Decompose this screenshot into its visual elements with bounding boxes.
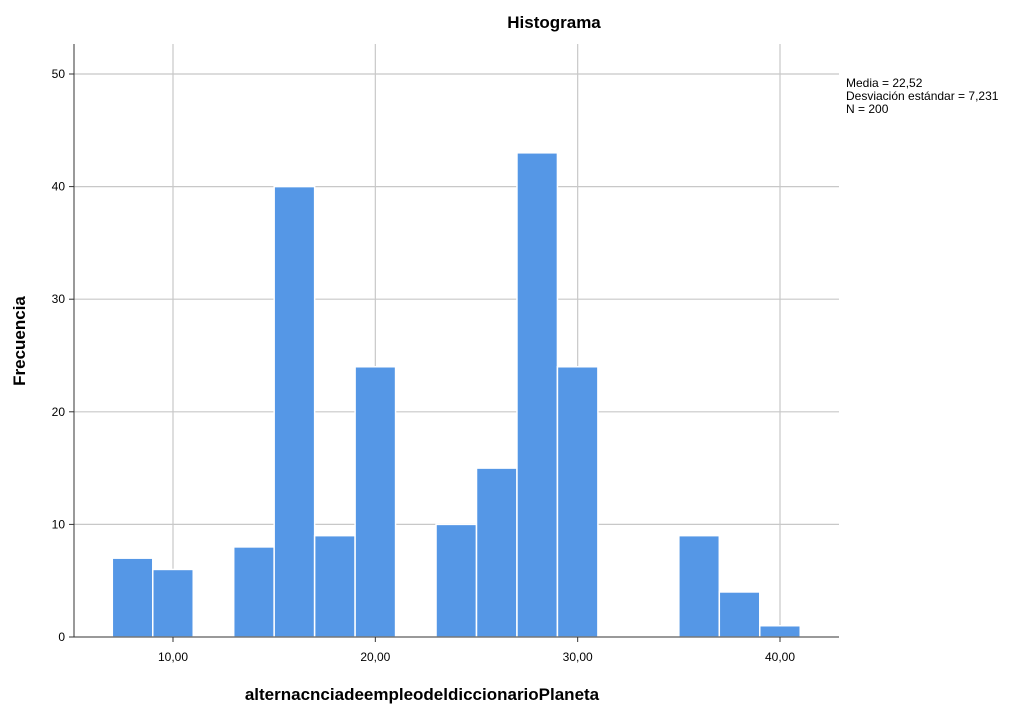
histogram-bar bbox=[354, 366, 397, 638]
histogram-bar bbox=[759, 624, 801, 638]
histogram-bar bbox=[232, 546, 275, 638]
histogram-bar bbox=[556, 366, 599, 638]
y-tick-label: 50 bbox=[52, 67, 66, 81]
stats-std-dev: Desviación estándar = 7,231 bbox=[846, 89, 999, 103]
chart-title: Histograma bbox=[507, 13, 601, 32]
histogram-bar bbox=[516, 152, 559, 638]
histogram-bar bbox=[111, 557, 154, 638]
axes bbox=[69, 44, 839, 642]
histogram-bar bbox=[313, 534, 356, 638]
y-tick-label: 0 bbox=[58, 630, 65, 644]
x-tick-label: 30,00 bbox=[563, 650, 593, 664]
x-tick-label: 20,00 bbox=[360, 650, 390, 664]
histogram-bars bbox=[111, 152, 801, 638]
histogram-bar bbox=[273, 185, 316, 638]
grid-lines bbox=[74, 44, 839, 637]
histogram-bar bbox=[475, 467, 518, 638]
y-axis-title: Frecuencia bbox=[10, 296, 29, 386]
x-tick-label: 10,00 bbox=[158, 650, 188, 664]
x-axis-title: alternacnciadeempleodeldiccionarioPlanet… bbox=[245, 685, 600, 704]
histogram-bar bbox=[435, 523, 478, 638]
y-tick-label: 20 bbox=[52, 405, 66, 419]
tick-labels: 0 10 20 30 40 50 10,00 20,00 30,00 40,00 bbox=[52, 67, 796, 664]
stats-n: N = 200 bbox=[846, 102, 889, 116]
y-tick-label: 30 bbox=[52, 292, 66, 306]
stats-box: Media = 22,52 Desviación estándar = 7,23… bbox=[846, 76, 999, 116]
histogram-bar bbox=[152, 568, 194, 638]
y-tick-label: 10 bbox=[52, 517, 66, 531]
x-tick-label: 40,00 bbox=[765, 650, 795, 664]
histogram-bar bbox=[678, 534, 721, 638]
y-tick-label: 40 bbox=[52, 180, 66, 194]
histogram-bar bbox=[718, 591, 761, 638]
stats-mean: Media = 22,52 bbox=[846, 76, 923, 90]
